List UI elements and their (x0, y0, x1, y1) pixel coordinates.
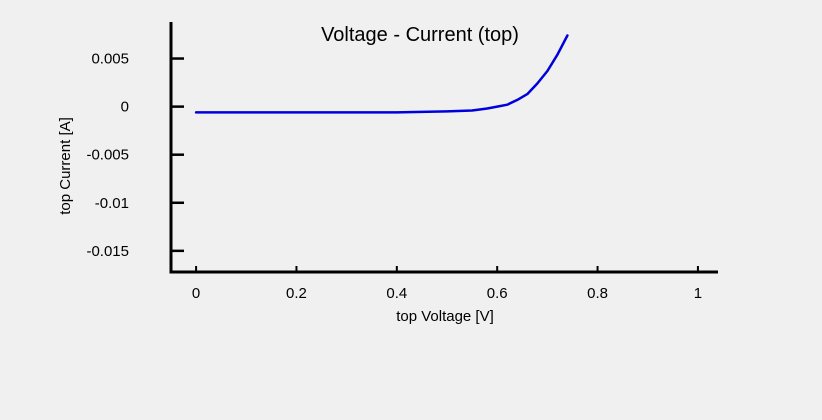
y-tick-label: -0.015 (86, 243, 129, 260)
chart-title: Voltage - Current (top) (321, 24, 519, 46)
x-tick-label: 0.2 (286, 285, 307, 302)
y-tick-label: -0.005 (86, 147, 129, 164)
y-axis-label: top Current [A] (57, 117, 74, 215)
x-tick-label: 0.4 (386, 285, 407, 302)
series-layer (194, 34, 569, 114)
x-axis: 0 0.2 0.4 0.6 0.8 1 (169, 266, 718, 302)
y-tick-label: -0.01 (95, 195, 129, 212)
x-tick-label: 1 (694, 285, 702, 302)
y-tick-label: 0.005 (91, 51, 129, 68)
y-axis: 0.005 0 -0.005 -0.01 -0.015 (86, 22, 184, 272)
x-axis-label: top Voltage [V] (396, 308, 494, 325)
y-tick-label: 0 (121, 99, 129, 116)
x-tick-label: 0 (192, 285, 200, 302)
series-line (194, 34, 569, 114)
x-tick-label: 0.6 (487, 285, 508, 302)
x-tick-label: 0.8 (587, 285, 608, 302)
